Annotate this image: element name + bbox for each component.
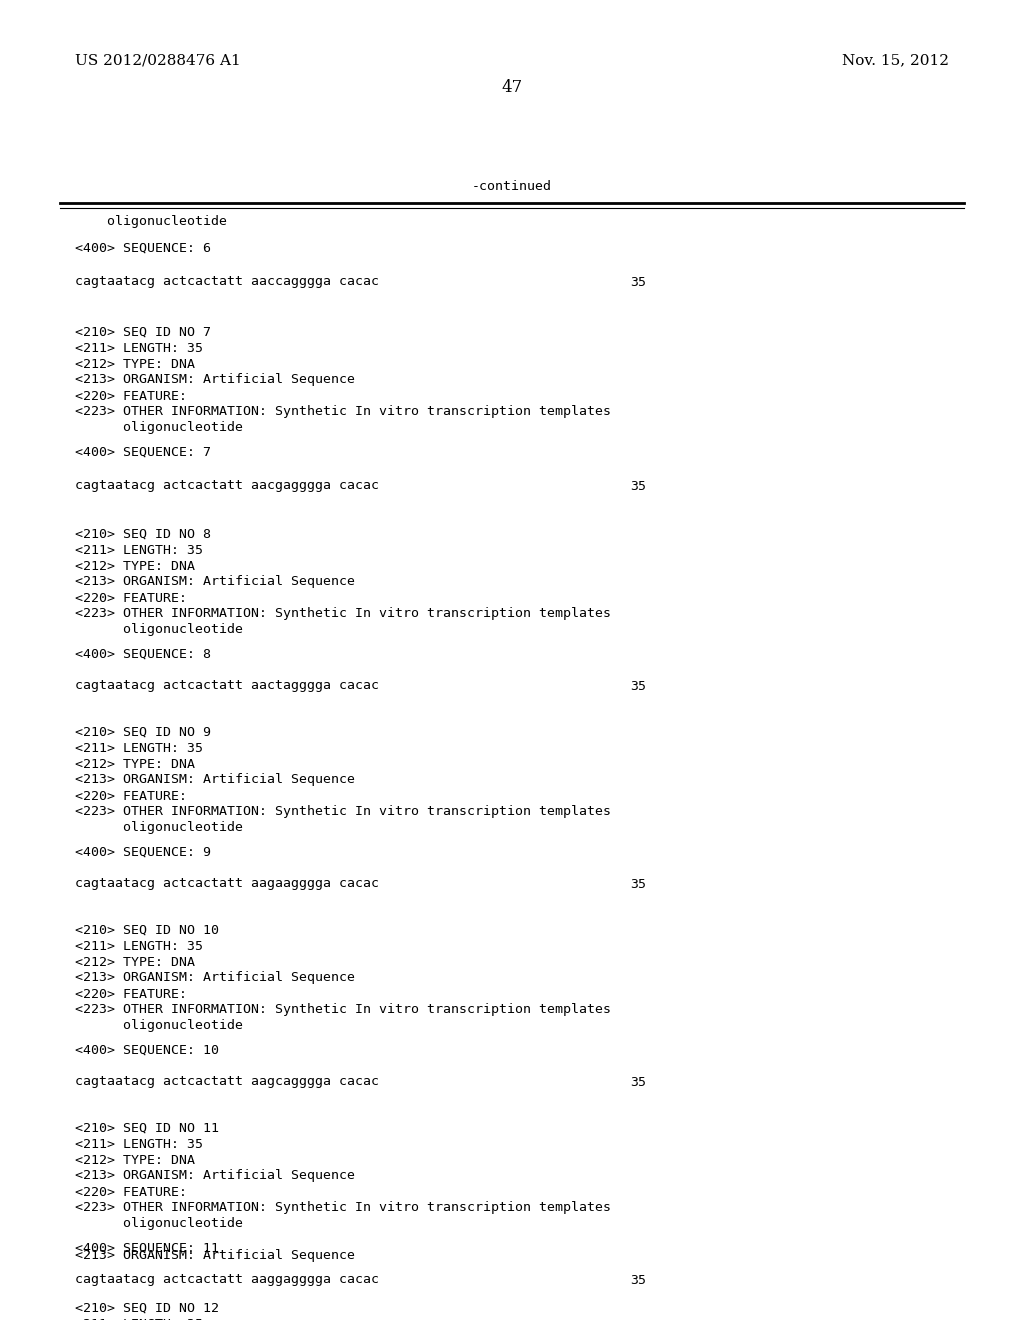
Text: <210> SEQ ID NO 12: <210> SEQ ID NO 12: [75, 1302, 219, 1315]
Text: cagtaatacg actcactatt aacgagggga cacac: cagtaatacg actcactatt aacgagggga cacac: [75, 479, 379, 492]
Text: <210> SEQ ID NO 8: <210> SEQ ID NO 8: [75, 528, 211, 540]
Text: <213> ORGANISM: Artificial Sequence: <213> ORGANISM: Artificial Sequence: [75, 1170, 355, 1183]
Text: <212> TYPE: DNA: <212> TYPE: DNA: [75, 758, 195, 771]
Text: <223> OTHER INFORMATION: Synthetic In vitro transcription templates: <223> OTHER INFORMATION: Synthetic In vi…: [75, 405, 611, 418]
Text: <211> LENGTH: 35: <211> LENGTH: 35: [75, 544, 203, 557]
Text: cagtaatacg actcactatt aagcagggga cacac: cagtaatacg actcactatt aagcagggga cacac: [75, 1076, 379, 1089]
Text: <220> FEATURE:: <220> FEATURE:: [75, 389, 187, 403]
Text: <211> LENGTH: 35: <211> LENGTH: 35: [75, 1317, 203, 1320]
Text: <220> FEATURE:: <220> FEATURE:: [75, 591, 187, 605]
Text: <211> LENGTH: 35: <211> LENGTH: 35: [75, 342, 203, 355]
Text: Nov. 15, 2012: Nov. 15, 2012: [842, 53, 949, 67]
Text: <400> SEQUENCE: 7: <400> SEQUENCE: 7: [75, 446, 211, 458]
Text: <220> FEATURE:: <220> FEATURE:: [75, 789, 187, 803]
Text: <212> TYPE: DNA: <212> TYPE: DNA: [75, 956, 195, 969]
Text: <213> ORGANISM: Artificial Sequence: <213> ORGANISM: Artificial Sequence: [75, 1250, 355, 1262]
Text: <211> LENGTH: 35: <211> LENGTH: 35: [75, 1138, 203, 1151]
Text: cagtaatacg actcactatt aagaagggga cacac: cagtaatacg actcactatt aagaagggga cacac: [75, 878, 379, 891]
Text: US 2012/0288476 A1: US 2012/0288476 A1: [75, 53, 241, 67]
Text: <212> TYPE: DNA: <212> TYPE: DNA: [75, 358, 195, 371]
Text: cagtaatacg actcactatt aaggagggga cacac: cagtaatacg actcactatt aaggagggga cacac: [75, 1274, 379, 1287]
Text: cagtaatacg actcactatt aactagggga cacac: cagtaatacg actcactatt aactagggga cacac: [75, 680, 379, 693]
Text: <213> ORGANISM: Artificial Sequence: <213> ORGANISM: Artificial Sequence: [75, 972, 355, 985]
Text: <223> OTHER INFORMATION: Synthetic In vitro transcription templates: <223> OTHER INFORMATION: Synthetic In vi…: [75, 805, 611, 818]
Text: <211> LENGTH: 35: <211> LENGTH: 35: [75, 940, 203, 953]
Text: <213> ORGANISM: Artificial Sequence: <213> ORGANISM: Artificial Sequence: [75, 374, 355, 387]
Text: <400> SEQUENCE: 11: <400> SEQUENCE: 11: [75, 1242, 219, 1254]
Text: oligonucleotide: oligonucleotide: [75, 1019, 243, 1032]
Text: <213> ORGANISM: Artificial Sequence: <213> ORGANISM: Artificial Sequence: [75, 576, 355, 589]
Text: <220> FEATURE:: <220> FEATURE:: [75, 1185, 187, 1199]
Text: <223> OTHER INFORMATION: Synthetic In vitro transcription templates: <223> OTHER INFORMATION: Synthetic In vi…: [75, 1003, 611, 1016]
Text: <210> SEQ ID NO 10: <210> SEQ ID NO 10: [75, 924, 219, 936]
Text: 35: 35: [630, 276, 646, 289]
Text: <210> SEQ ID NO 7: <210> SEQ ID NO 7: [75, 326, 211, 338]
Text: cagtaatacg actcactatt aaccagggga cacac: cagtaatacg actcactatt aaccagggga cacac: [75, 276, 379, 289]
Text: oligonucleotide: oligonucleotide: [75, 821, 243, 834]
Text: 47: 47: [502, 79, 522, 96]
Text: oligonucleotide: oligonucleotide: [75, 421, 243, 434]
Text: <213> ORGANISM: Artificial Sequence: <213> ORGANISM: Artificial Sequence: [75, 774, 355, 787]
Text: 35: 35: [630, 878, 646, 891]
Text: 35: 35: [630, 1274, 646, 1287]
Text: <400> SEQUENCE: 6: <400> SEQUENCE: 6: [75, 242, 211, 255]
Text: <212> TYPE: DNA: <212> TYPE: DNA: [75, 1154, 195, 1167]
Text: <220> FEATURE:: <220> FEATURE:: [75, 987, 187, 1001]
Text: 35: 35: [630, 680, 646, 693]
Text: -continued: -continued: [472, 180, 552, 193]
Text: <223> OTHER INFORMATION: Synthetic In vitro transcription templates: <223> OTHER INFORMATION: Synthetic In vi…: [75, 1201, 611, 1214]
Text: oligonucleotide: oligonucleotide: [75, 215, 227, 228]
Text: <400> SEQUENCE: 8: <400> SEQUENCE: 8: [75, 648, 211, 660]
Text: <400> SEQUENCE: 10: <400> SEQUENCE: 10: [75, 1044, 219, 1056]
Text: 35: 35: [630, 1076, 646, 1089]
Text: <211> LENGTH: 35: <211> LENGTH: 35: [75, 742, 203, 755]
Text: <210> SEQ ID NO 11: <210> SEQ ID NO 11: [75, 1122, 219, 1134]
Text: oligonucleotide: oligonucleotide: [75, 623, 243, 636]
Text: <212> TYPE: DNA: <212> TYPE: DNA: [75, 560, 195, 573]
Text: 35: 35: [630, 479, 646, 492]
Text: <400> SEQUENCE: 9: <400> SEQUENCE: 9: [75, 846, 211, 858]
Text: <223> OTHER INFORMATION: Synthetic In vitro transcription templates: <223> OTHER INFORMATION: Synthetic In vi…: [75, 607, 611, 620]
Text: oligonucleotide: oligonucleotide: [75, 1217, 243, 1230]
Text: <210> SEQ ID NO 9: <210> SEQ ID NO 9: [75, 726, 211, 738]
